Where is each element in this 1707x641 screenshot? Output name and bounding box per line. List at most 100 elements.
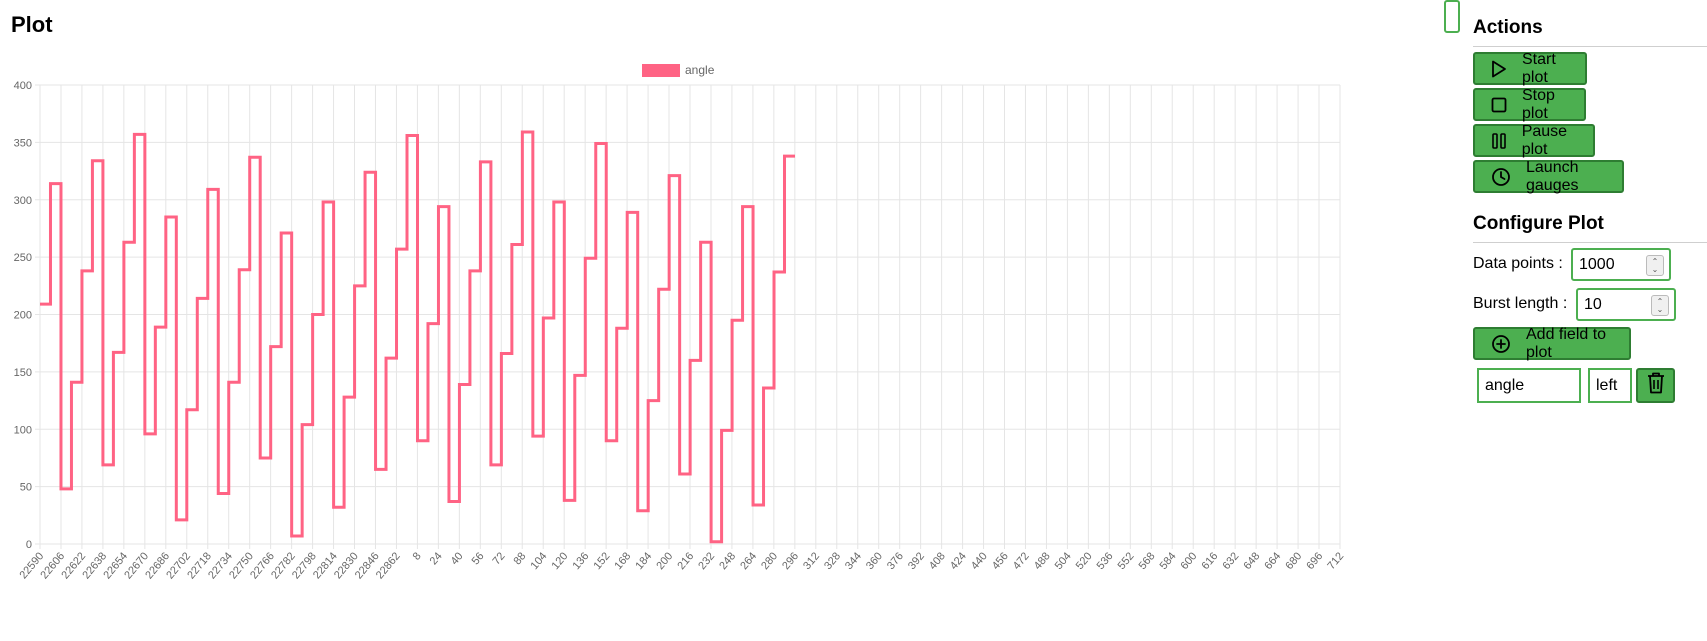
- side-panel: Actions Start plot Stop plot Pause plot …: [1444, 0, 1707, 641]
- start-plot-label: Start plot: [1522, 50, 1556, 86]
- x-tick-label: 392: [906, 550, 927, 572]
- x-tick-label: 504: [1053, 550, 1074, 572]
- spinner-down-icon[interactable]: ⌄: [1656, 304, 1664, 314]
- x-tick-label: 24: [428, 550, 445, 567]
- x-tick-label: 552: [1116, 550, 1137, 572]
- x-tick-label: 216: [675, 550, 696, 572]
- chart-grid: [35, 84, 1341, 549]
- legend-label-angle[interactable]: angle: [685, 63, 715, 77]
- x-tick-label: 712: [1325, 550, 1346, 572]
- x-tick-label: 232: [696, 550, 717, 572]
- launch-gauges-label: Launch gauges: [1526, 158, 1579, 194]
- field-name-value: angle: [1485, 376, 1525, 394]
- series-line-angle: [40, 130, 795, 544]
- play-icon: [1491, 59, 1507, 79]
- plus-circle-icon: [1491, 334, 1511, 354]
- x-tick-label: 72: [491, 550, 508, 567]
- x-tick-label: 136: [570, 550, 591, 572]
- pause-plot-label: Pause plot: [1521, 122, 1568, 158]
- chart-series: [40, 130, 795, 544]
- page-title: Plot: [11, 12, 53, 37]
- actions-title: Actions: [1473, 17, 1543, 38]
- spinner-up-icon[interactable]: ⌃: [1651, 256, 1659, 266]
- angle-line-chart: 0501001502002503003504002259022606226222…: [14, 63, 1347, 581]
- stop-icon: [1491, 95, 1507, 115]
- x-tick-label: 680: [1283, 550, 1304, 572]
- x-tick-label: 520: [1074, 550, 1095, 572]
- data-points-spinner[interactable]: ⌃ ⌄: [1646, 255, 1664, 276]
- y-tick-label: 50: [20, 482, 32, 494]
- x-tick-label: 328: [822, 550, 843, 572]
- burst-length-spinner[interactable]: ⌃ ⌄: [1651, 295, 1669, 316]
- trash-icon: [1647, 372, 1665, 399]
- y-tick-label: 150: [14, 367, 32, 379]
- x-tick-label: 536: [1095, 550, 1116, 572]
- x-tick-label: 22862: [374, 550, 403, 581]
- x-tick-label: 424: [948, 550, 969, 572]
- field-axis-value: left: [1596, 376, 1618, 394]
- chart-legend[interactable]: angle: [642, 63, 715, 77]
- x-tick-label: 344: [843, 550, 864, 572]
- clock-icon: [1491, 167, 1511, 187]
- pause-plot-button[interactable]: Pause plot: [1473, 122, 1595, 158]
- x-tick-label: 56: [470, 550, 487, 567]
- burst-length-input[interactable]: 10 ⌃ ⌄: [1576, 288, 1676, 321]
- field-name-input[interactable]: angle: [1477, 368, 1581, 403]
- y-tick-label: 250: [14, 252, 32, 264]
- data-points-label: Data points :: [1473, 255, 1563, 272]
- field-axis-input[interactable]: left: [1588, 368, 1632, 403]
- data-points-input[interactable]: 1000 ⌃ ⌄: [1571, 248, 1671, 281]
- configure-plot-title: Configure Plot: [1473, 213, 1604, 234]
- x-tick-label: 312: [801, 550, 822, 572]
- x-tick-label: 472: [1011, 550, 1032, 572]
- x-tick-label: 648: [1241, 550, 1262, 572]
- x-tick-label: 584: [1158, 550, 1179, 572]
- x-tick-label: 408: [927, 550, 948, 572]
- x-tick-label: 488: [1032, 550, 1053, 572]
- y-tick-label: 0: [26, 539, 32, 551]
- x-tick-label: 8: [411, 550, 424, 562]
- x-tick-label: 600: [1179, 550, 1200, 572]
- start-plot-button[interactable]: Start plot: [1473, 50, 1587, 86]
- x-tick-label: 568: [1137, 550, 1158, 572]
- x-tick-label: 248: [717, 550, 738, 572]
- stop-plot-label: Stop plot: [1522, 86, 1555, 122]
- delete-field-button[interactable]: [1636, 368, 1675, 403]
- actions-divider: [1473, 46, 1707, 47]
- y-tick-label: 400: [14, 80, 32, 92]
- launch-gauges-button[interactable]: Launch gauges: [1473, 158, 1624, 194]
- x-tick-label: 296: [780, 550, 801, 572]
- configure-divider: [1473, 242, 1707, 243]
- pause-icon: [1491, 131, 1507, 151]
- spinner-down-icon[interactable]: ⌄: [1651, 264, 1659, 274]
- burst-length-label: Burst length :: [1473, 295, 1568, 312]
- burst-length-value: 10: [1584, 295, 1602, 313]
- x-tick-label: 40: [449, 550, 466, 567]
- x-tick-label: 264: [738, 550, 759, 572]
- y-tick-label: 100: [14, 424, 32, 436]
- y-tick-label: 350: [14, 137, 32, 149]
- y-tick-label: 300: [14, 195, 32, 207]
- x-tick-label: 152: [591, 550, 612, 572]
- x-tick-label: 168: [612, 550, 633, 572]
- x-tick-label: 376: [885, 550, 906, 572]
- add-field-button[interactable]: Add field to plot: [1473, 325, 1631, 361]
- spinner-up-icon[interactable]: ⌃: [1656, 296, 1664, 306]
- x-tick-label: 664: [1262, 550, 1283, 572]
- x-tick-label: 616: [1199, 550, 1220, 572]
- x-tick-label: 632: [1220, 550, 1241, 572]
- stop-plot-button[interactable]: Stop plot: [1473, 86, 1586, 122]
- x-tick-label: 280: [759, 550, 780, 572]
- add-field-label: Add field to plot: [1526, 325, 1607, 361]
- x-tick-label: 696: [1304, 550, 1325, 572]
- x-tick-label: 104: [529, 550, 550, 572]
- x-tick-label: 120: [549, 550, 570, 572]
- x-tick-label: 440: [969, 550, 990, 572]
- x-tick-label: 456: [990, 550, 1011, 572]
- data-points-value: 1000: [1579, 255, 1615, 273]
- x-tick-label: 200: [654, 550, 675, 572]
- legend-swatch-angle[interactable]: [642, 64, 680, 77]
- x-tick-label: 184: [633, 550, 654, 572]
- x-tick-label: 88: [511, 550, 528, 567]
- y-tick-label: 200: [14, 310, 32, 322]
